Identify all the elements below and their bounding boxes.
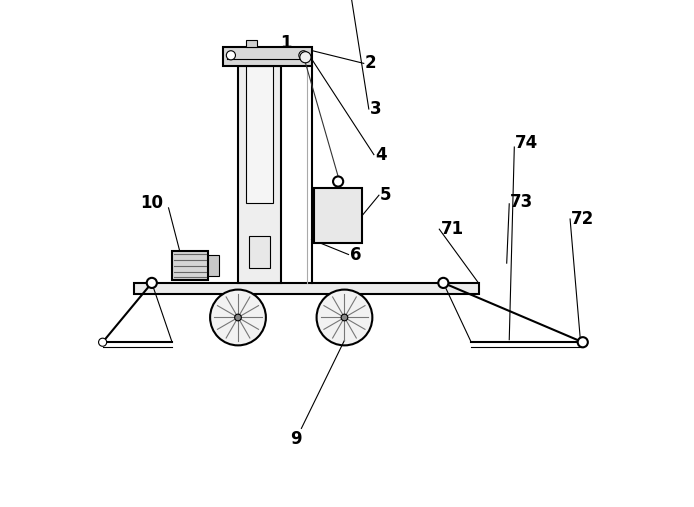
Bar xyxy=(134,283,479,294)
Circle shape xyxy=(316,289,373,345)
Text: 74: 74 xyxy=(516,134,539,152)
Bar xyxy=(314,188,362,243)
Bar xyxy=(246,66,273,203)
Circle shape xyxy=(300,52,311,63)
Circle shape xyxy=(226,51,235,60)
Text: 1: 1 xyxy=(280,34,292,52)
Circle shape xyxy=(99,338,107,346)
Bar xyxy=(223,47,312,66)
Text: 71: 71 xyxy=(441,220,464,238)
Text: 2: 2 xyxy=(365,54,376,73)
Text: 3: 3 xyxy=(370,100,382,118)
Circle shape xyxy=(341,314,348,321)
Bar xyxy=(246,40,257,47)
Circle shape xyxy=(146,278,157,288)
Text: 5: 5 xyxy=(380,186,391,204)
Text: 6: 6 xyxy=(350,245,361,264)
Circle shape xyxy=(299,51,308,60)
Circle shape xyxy=(577,337,588,347)
Text: 72: 72 xyxy=(571,210,594,228)
Circle shape xyxy=(235,314,242,321)
Bar xyxy=(208,255,219,276)
Circle shape xyxy=(438,278,448,288)
Bar xyxy=(172,251,208,280)
Text: 9: 9 xyxy=(291,429,302,448)
Bar xyxy=(238,66,281,283)
Text: 4: 4 xyxy=(375,146,387,164)
Bar xyxy=(249,236,270,268)
Text: 73: 73 xyxy=(510,193,534,211)
Text: 10: 10 xyxy=(140,194,163,212)
Circle shape xyxy=(210,289,266,345)
Circle shape xyxy=(333,176,344,187)
